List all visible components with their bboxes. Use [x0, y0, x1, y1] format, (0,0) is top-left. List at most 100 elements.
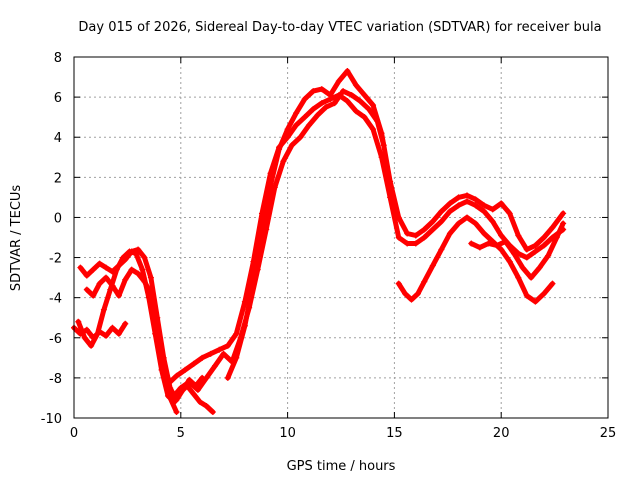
data-point [412, 232, 419, 239]
x-tick-label: 25 [600, 426, 617, 441]
series-line [225, 68, 566, 381]
data-point [472, 202, 479, 209]
series-line [77, 247, 205, 403]
series-line [396, 214, 555, 305]
data-point [498, 246, 505, 253]
data-point [103, 332, 110, 339]
data-point [173, 408, 180, 415]
data-point [344, 68, 351, 75]
y-tick-label: 6 [54, 91, 62, 106]
data-point [348, 92, 355, 99]
data-point [128, 248, 135, 255]
data-point [135, 246, 142, 253]
series-line [165, 92, 566, 387]
data-point [83, 286, 90, 293]
data-point [532, 298, 539, 305]
data-point [429, 262, 436, 269]
data-point [506, 258, 513, 265]
data-point [122, 256, 129, 263]
data-point [404, 240, 411, 247]
chart-title: Day 015 of 2026, Sidereal Day-to-day VTE… [78, 20, 601, 35]
data-point [438, 246, 445, 253]
series-arc-8 [395, 214, 556, 305]
data-point [177, 384, 184, 391]
data-point [515, 232, 522, 239]
data-point [314, 112, 321, 119]
data-point [464, 214, 471, 221]
data-point [481, 208, 488, 215]
data-point [164, 380, 171, 387]
data-point [233, 354, 240, 361]
data-point [301, 114, 308, 121]
data-point [485, 240, 492, 247]
data-point [421, 226, 428, 233]
data-point [88, 342, 95, 349]
series-line [468, 221, 566, 281]
data-point [96, 260, 103, 267]
data-point [429, 226, 436, 233]
x-tick-label: 10 [279, 426, 296, 441]
data-point [446, 208, 453, 215]
data-point [352, 82, 359, 89]
y-tick-label: -2 [49, 252, 62, 267]
data-point [540, 290, 547, 297]
data-point [190, 390, 197, 397]
data-point [446, 230, 453, 237]
data-point [361, 114, 368, 121]
data-point [476, 244, 483, 251]
data-point [224, 342, 231, 349]
data-point [293, 122, 300, 129]
data-point [370, 102, 377, 109]
plot-frame [73, 56, 609, 419]
data-point [472, 220, 479, 227]
data-point [455, 202, 462, 209]
data-point [404, 230, 411, 237]
data-point [241, 298, 248, 305]
data-point [357, 98, 364, 105]
y-tick-label: 8 [54, 51, 62, 66]
data-point [489, 218, 496, 225]
data-point [532, 242, 539, 249]
data-point [549, 280, 556, 287]
y-tick-label: -4 [49, 292, 62, 307]
series-arc-4 [83, 266, 180, 415]
data-point [241, 322, 248, 329]
data-point [560, 220, 567, 227]
data-point [344, 98, 351, 105]
data-point [224, 374, 231, 381]
x-tick-label: 0 [70, 426, 78, 441]
data-point [331, 100, 338, 107]
data-point [549, 224, 556, 231]
data-point [532, 248, 539, 255]
data-point [498, 232, 505, 239]
data-point [90, 266, 97, 273]
series-line [169, 88, 387, 401]
data-point [141, 254, 148, 261]
data-point [536, 264, 543, 271]
data-point [128, 266, 135, 273]
series-layer [71, 68, 567, 415]
y-tick-label: -10 [41, 412, 62, 427]
data-point [429, 218, 436, 225]
data-point [481, 230, 488, 237]
data-point [135, 270, 142, 277]
data-point [203, 374, 210, 381]
data-point [211, 362, 218, 369]
data-point [310, 106, 317, 113]
data-point [528, 274, 535, 281]
data-point [109, 282, 116, 289]
data-point [154, 324, 161, 331]
y-tick-label: 0 [54, 211, 62, 226]
data-point [438, 208, 445, 215]
data-point [83, 272, 90, 279]
data-point [267, 182, 274, 189]
series-arc-3 [77, 246, 206, 403]
data-point [199, 354, 206, 361]
data-point [493, 242, 500, 249]
data-point [498, 200, 505, 207]
data-point [194, 386, 201, 393]
data-point [464, 192, 471, 199]
data-point [468, 240, 475, 247]
data-point [553, 234, 560, 241]
